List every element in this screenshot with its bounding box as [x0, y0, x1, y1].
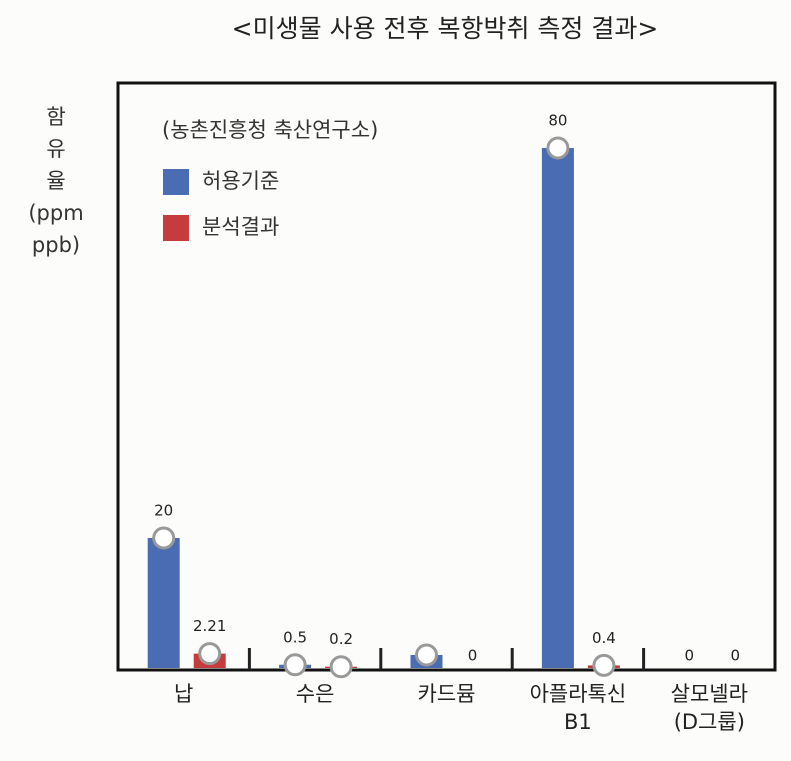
data-label: 0 — [468, 647, 478, 665]
bar — [541, 148, 574, 668]
data-label: 0.5 — [283, 628, 307, 646]
legend-label: 허용기준 — [202, 169, 279, 193]
y-axis-label: (ppm — [28, 201, 83, 225]
chart-title: <미생물 사용 전후 복항박취 측정 결과> — [232, 14, 659, 43]
x-tick-label: 수은 — [296, 682, 335, 706]
data-label: 80 — [548, 112, 567, 130]
bar-marker — [152, 526, 176, 550]
legend-swatch — [163, 169, 189, 195]
data-label: 0 — [731, 647, 741, 665]
legend-title: (농촌진흥청 축산연구소) — [162, 118, 378, 142]
x-tick-label: 카드뮴 — [418, 682, 476, 706]
data-label: 20 — [154, 502, 173, 520]
x-tick-label: B1 — [564, 710, 592, 734]
bar-marker — [329, 655, 353, 679]
data-label: 0.4 — [592, 629, 616, 647]
y-axis-label: 율 — [46, 169, 65, 193]
legend-label: 분석결과 — [202, 215, 279, 239]
y-axis-label: ppb) — [32, 233, 80, 257]
bar-marker — [546, 136, 570, 160]
data-label: 2.21 — [193, 617, 226, 635]
bar-marker — [198, 642, 222, 666]
bar — [147, 538, 180, 668]
x-tick-label: 아플라톡신 — [530, 682, 627, 706]
bar-marker — [415, 643, 438, 667]
bar-marker — [592, 653, 616, 677]
legend-swatch — [163, 215, 189, 241]
y-axis-label: 함 — [46, 105, 65, 129]
y-axis-label: 유 — [46, 137, 65, 161]
data-label: 0 — [685, 647, 695, 665]
x-tick-label: (D그룹) — [674, 710, 745, 734]
x-tick-label: 살모넬라 — [671, 682, 748, 706]
bar-marker — [283, 653, 307, 677]
plot-frame — [116, 81, 777, 672]
data-label: 0.2 — [329, 630, 353, 648]
x-tick-label: 납 — [174, 682, 193, 706]
